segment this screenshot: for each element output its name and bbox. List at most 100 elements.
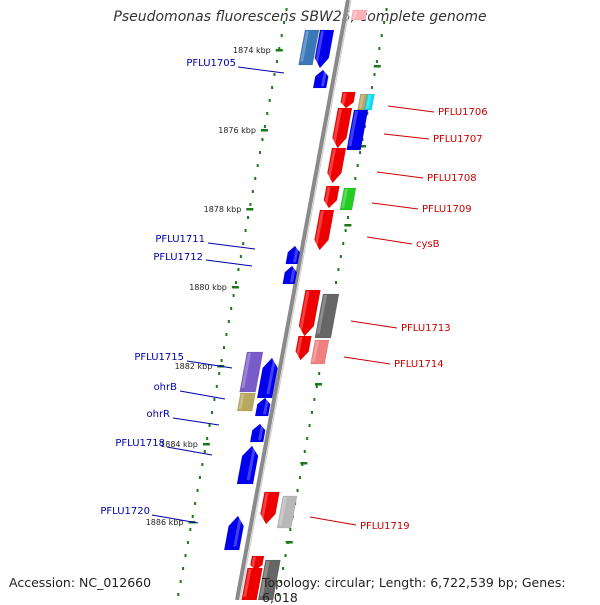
- scale-dot: [220, 359, 223, 362]
- gene-block-q-shine: [316, 295, 327, 334]
- scale-tick: [202, 443, 210, 446]
- scale-dot: [282, 567, 285, 570]
- scale-dot: [213, 398, 216, 401]
- scale-dot: [244, 229, 247, 232]
- gene-label-pflu1714: PFLU1714: [394, 359, 444, 370]
- scale-dot: [280, 34, 283, 37]
- gene-block-p: [298, 289, 321, 337]
- gene-block-i-shine: [348, 111, 358, 146]
- scale-dot: [184, 554, 187, 557]
- gene-block-ae-body: [257, 559, 281, 600]
- gene-block-c: [312, 69, 329, 89]
- scale-dot: [275, 60, 278, 63]
- gene-block-ac-body: [249, 555, 265, 571]
- scale-dot: [266, 112, 269, 115]
- gene-block-h-body: [332, 107, 353, 149]
- scale-dot: [191, 515, 194, 518]
- scale-dot: [313, 398, 316, 401]
- scale-dot: [373, 73, 376, 76]
- gene-block-w-body: [254, 397, 271, 417]
- gene-label-pflu1709: PFLU1709: [422, 204, 472, 215]
- scale-dot: [186, 541, 189, 544]
- scale-dot: [342, 242, 345, 245]
- gene-label-pflu1708-leader: [376, 171, 424, 179]
- gene-block-ae: [257, 559, 281, 600]
- gene-block-s: [310, 339, 330, 365]
- scale-dot: [356, 164, 359, 167]
- gene-block-g-shine: [365, 95, 372, 109]
- scale-tick: [231, 286, 239, 289]
- gene-block-ab-shine: [233, 517, 242, 547]
- gene-block-w: [254, 397, 271, 417]
- gene-block-e-body: [340, 91, 356, 109]
- scale-dot: [251, 190, 254, 193]
- scale-tick: [246, 208, 254, 211]
- gene-block-k: [323, 185, 340, 209]
- gene-block-v: [236, 392, 256, 412]
- topology-text: Topology: circular; Length: 6,722,539 bp…: [262, 575, 566, 605]
- gene-block-q-body: [314, 293, 340, 339]
- scale-dot: [283, 21, 286, 24]
- gene-block-k-body: [323, 185, 340, 209]
- gene-block-u-body: [256, 357, 278, 399]
- scale-dot: [256, 164, 259, 167]
- map-title: Pseudomonas fluorescens SBW25, complete …: [113, 9, 487, 25]
- gene-block-a-body: [298, 29, 320, 66]
- gene-block-aa: [276, 495, 298, 529]
- gene-label-pflu1719-leader: [309, 516, 357, 526]
- gene-block-o-body: [282, 265, 298, 285]
- scale-dot: [189, 528, 192, 531]
- gene-block-a-shine: [300, 31, 309, 62]
- scale-dot: [278, 47, 281, 50]
- scale-dot: [268, 99, 271, 102]
- scale-dot: [303, 450, 306, 453]
- scale-tick-right: [373, 65, 381, 68]
- gene-block-f-shine: [358, 95, 365, 109]
- gene-block-a: [298, 29, 320, 66]
- gene-block-o: [282, 265, 298, 285]
- gene-label-pflu1708: PFLU1708: [427, 173, 477, 184]
- gene-block-c-shine: [321, 71, 327, 87]
- accession-text: Accession: NC_012660: [9, 575, 152, 590]
- gene-label-pflu1718-leader: [166, 446, 213, 456]
- gene-block-u-shine: [266, 359, 276, 394]
- gene-label-pflu1720-leader: [151, 514, 199, 524]
- scale-dot: [315, 385, 318, 388]
- scale-dot: [383, 21, 386, 24]
- gene-block-e-shine: [340, 93, 347, 107]
- gene-label-pflu1707-leader: [383, 133, 430, 140]
- gene-label-pflu1711-leader: [207, 242, 256, 250]
- scale-dot: [254, 177, 257, 180]
- gene-label-pflu1709-leader: [371, 202, 419, 210]
- gene-block-z-shine: [260, 493, 269, 521]
- gene-label-pflu1712: PFLU1712: [153, 252, 203, 263]
- scale-tick-label: 1886 kbp: [146, 518, 184, 527]
- scale-tick-right: [285, 541, 293, 544]
- genome-backbone-highlight: [239, 0, 352, 600]
- gene-block-v-shine: [238, 394, 245, 410]
- scale-dot: [339, 255, 342, 258]
- scale-dot: [206, 437, 209, 440]
- scale-dot: [179, 580, 182, 583]
- scale-dot: [194, 502, 197, 505]
- scale-dot: [277, 593, 280, 596]
- scale-dot: [225, 333, 228, 336]
- gene-label-cysb: cysB: [416, 239, 440, 250]
- scale-dot: [306, 437, 309, 440]
- gene-block-c-body: [312, 69, 329, 89]
- gene-block-m-body: [314, 209, 335, 251]
- gene-block-z: [260, 491, 280, 525]
- scale-dot: [232, 294, 235, 297]
- scale-tick-label: 1884 kbp: [160, 440, 198, 449]
- gene-block-p-shine: [298, 291, 310, 332]
- gene-block-n: [285, 245, 301, 265]
- gene-block-l: [339, 187, 357, 211]
- scale-dot: [201, 463, 204, 466]
- gene-block-aa-shine: [278, 497, 287, 525]
- scale-dot: [261, 138, 264, 141]
- scale-dot: [296, 489, 299, 492]
- gene-block-t: [239, 351, 264, 393]
- scale-tick-label: 1882 kbp: [175, 362, 213, 371]
- scale-tick-label: 1874 kbp: [233, 46, 271, 55]
